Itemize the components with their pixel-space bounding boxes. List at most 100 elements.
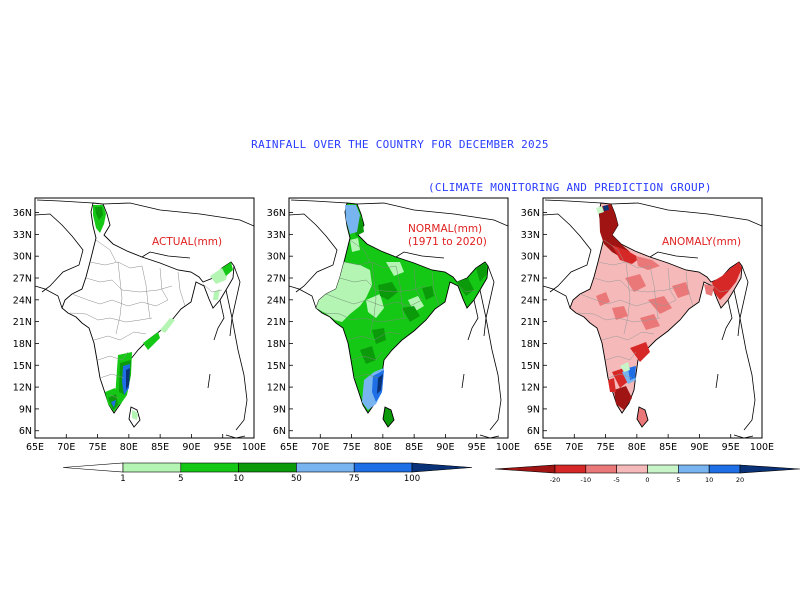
legend-swatch — [411, 462, 473, 473]
legend-swatch — [554, 464, 587, 474]
lon-tick-label: 70E — [565, 442, 583, 453]
figure-subtitle: (CLIMATE MONITORING AND PREDICTION GROUP… — [428, 181, 712, 194]
lat-tick-label: 9N — [273, 404, 286, 415]
legend-swatch — [585, 464, 617, 474]
lat-tick-label: 9N — [19, 404, 32, 415]
panel-normal-period: (1971 to 2020) — [408, 236, 487, 248]
panel-normal-label: NORMAL(mm) — [408, 223, 482, 235]
lon-tick-label: 90E — [182, 442, 200, 453]
lon-tick-label: 95E — [214, 442, 232, 453]
lat-tick-label: 30N — [267, 252, 286, 263]
lon-tick-label: 65E — [26, 442, 44, 453]
lon-tick-label: 90E — [690, 442, 708, 453]
lon-tick-label: 70E — [57, 442, 75, 453]
lon-tick-label: 85E — [659, 442, 677, 453]
legend-swatch — [180, 462, 239, 473]
lat-tick-label: 33N — [13, 230, 32, 241]
lat-tick-label: 30N — [521, 252, 540, 263]
legend-label: -20 — [550, 476, 561, 484]
lat-tick-label: 27N — [13, 274, 32, 285]
rainfall-legend: 1 5 10 50 75 100 — [62, 462, 473, 484]
figure-title: RAINFALL OVER THE COUNTRY FOR DECEMBER 2… — [251, 138, 549, 151]
legend-swatch — [647, 464, 679, 474]
lat-tick-label: 18N — [521, 339, 540, 350]
sri-lanka — [382, 406, 395, 428]
lon-tick-label: 70E — [311, 442, 329, 453]
legend-swatch — [122, 462, 182, 473]
lat-tick-label: 27N — [521, 274, 540, 285]
panel-actual — [34, 197, 255, 439]
lon-tick-label: 95E — [468, 442, 486, 453]
lon-tick-label: 75E — [597, 442, 615, 453]
legend-swatch — [494, 464, 556, 474]
legend-swatch — [678, 464, 710, 474]
lat-tick-label: 15N — [13, 361, 32, 372]
lat-tick-label: 21N — [13, 317, 32, 328]
panel-anomaly — [542, 197, 763, 439]
lat-tick-label: 12N — [521, 383, 540, 394]
lat-tick-label: 24N — [13, 295, 32, 306]
lon-tick-label: 75E — [343, 442, 361, 453]
lat-tick-label: 21N — [267, 317, 286, 328]
legend-swatch — [353, 462, 413, 473]
lon-tick-label: 100E — [242, 442, 266, 453]
legend-label: 5 — [178, 474, 183, 484]
lat-tick-label: 24N — [267, 295, 286, 306]
lat-tick-label: 36N — [521, 208, 540, 219]
legend-label: 50 — [291, 474, 302, 484]
lon-tick-label: 95E — [722, 442, 740, 453]
panel-actual-label: ACTUAL(mm) — [152, 236, 222, 248]
legend-label: 10 — [705, 476, 713, 484]
legend-swatch — [616, 464, 648, 474]
legend-swatch — [62, 462, 124, 473]
lon-tick-label: 85E — [151, 442, 169, 453]
lon-tick-label: 75E — [89, 442, 107, 453]
anomaly-legend: -20 -10 -5 0 5 10 20 — [494, 464, 800, 484]
lat-tick-label: 33N — [267, 230, 286, 241]
legend-swatch — [296, 462, 355, 473]
legend-label: 5 — [676, 476, 680, 484]
lat-tick-label: 6N — [273, 426, 286, 437]
lon-tick-label: 65E — [280, 442, 298, 453]
panel-anomaly-label: ANOMALY(mm) — [662, 236, 741, 248]
sri-lanka — [636, 406, 649, 428]
legend-swatch — [708, 464, 741, 474]
legend-label: 75 — [349, 474, 360, 484]
lat-tick-label: 36N — [267, 208, 286, 219]
lat-tick-label: 6N — [19, 426, 32, 437]
lon-tick-label: 100E — [496, 442, 520, 453]
lon-tick-label: 80E — [374, 442, 392, 453]
india-landmass — [61, 202, 235, 414]
lat-tick-label: 12N — [13, 383, 32, 394]
legend-label: -5 — [613, 476, 619, 484]
lat-tick-label: 21N — [521, 317, 540, 328]
legend-label: 1 — [120, 474, 125, 484]
legend-label: 20 — [736, 476, 744, 484]
lon-tick-label: 65E — [534, 442, 552, 453]
lat-tick-label: 6N — [527, 426, 540, 437]
panel-normal — [288, 197, 509, 439]
legend-swatch — [739, 464, 800, 474]
lat-tick-label: 33N — [521, 230, 540, 241]
legend-label: 10 — [233, 474, 244, 484]
lat-tick-label: 27N — [267, 274, 286, 285]
lat-tick-label: 9N — [527, 404, 540, 415]
lon-tick-label: 85E — [405, 442, 423, 453]
lat-tick-label: 15N — [521, 361, 540, 372]
lon-tick-label: 80E — [120, 442, 138, 453]
lat-tick-label: 30N — [13, 252, 32, 263]
legend-swatch — [238, 462, 297, 473]
legend-label: 0 — [645, 476, 649, 484]
lon-tick-label: 100E — [750, 442, 774, 453]
legend-label: -10 — [581, 476, 592, 484]
lat-tick-label: 36N — [13, 208, 32, 219]
lat-tick-label: 12N — [267, 383, 286, 394]
lon-tick-label: 90E — [436, 442, 454, 453]
lat-tick-label: 15N — [267, 361, 286, 372]
lat-tick-label: 24N — [521, 295, 540, 306]
lat-tick-label: 18N — [267, 339, 286, 350]
legend-label: 100 — [404, 474, 420, 484]
lat-tick-label: 18N — [13, 339, 32, 350]
lon-tick-label: 80E — [628, 442, 646, 453]
